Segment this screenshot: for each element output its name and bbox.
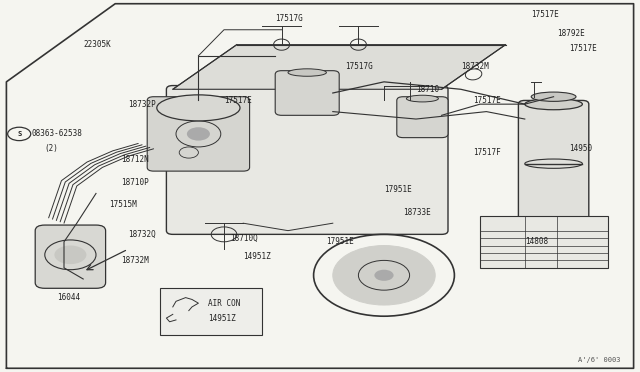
Ellipse shape	[406, 95, 438, 102]
Text: A'/6' 0003: A'/6' 0003	[579, 357, 621, 363]
Text: 14951Z: 14951Z	[208, 314, 236, 323]
Text: 18710Q: 18710Q	[230, 234, 258, 243]
Text: 14808: 14808	[525, 237, 548, 246]
Text: 14950: 14950	[570, 144, 593, 153]
Polygon shape	[173, 45, 506, 89]
Ellipse shape	[288, 69, 326, 76]
Text: 22305K: 22305K	[83, 40, 111, 49]
FancyBboxPatch shape	[275, 71, 339, 115]
Text: 18732Q: 18732Q	[128, 230, 156, 239]
Text: 18732M: 18732M	[122, 256, 149, 265]
FancyBboxPatch shape	[397, 97, 448, 138]
Text: 16044: 16044	[58, 293, 81, 302]
Text: 17951E: 17951E	[326, 237, 354, 246]
Text: 17517E: 17517E	[570, 44, 597, 53]
FancyBboxPatch shape	[480, 216, 608, 268]
Text: 08363-62538: 08363-62538	[32, 129, 83, 138]
Text: 17517G: 17517G	[346, 62, 373, 71]
Text: 18792E: 18792E	[557, 29, 584, 38]
Circle shape	[54, 246, 86, 264]
Text: AIR CON: AIR CON	[208, 299, 241, 308]
Text: 18733E: 18733E	[403, 208, 431, 217]
Text: 18712N: 18712N	[122, 155, 149, 164]
Text: 17515M: 17515M	[109, 200, 136, 209]
FancyBboxPatch shape	[147, 97, 250, 171]
FancyBboxPatch shape	[160, 288, 262, 335]
Text: 18732M: 18732M	[461, 62, 488, 71]
Text: 14951Z: 14951Z	[243, 252, 271, 261]
Ellipse shape	[531, 92, 576, 101]
Text: 18732P: 18732P	[128, 100, 156, 109]
Ellipse shape	[157, 95, 240, 121]
Text: 17517F: 17517F	[474, 148, 501, 157]
Text: S: S	[17, 131, 21, 137]
FancyBboxPatch shape	[518, 100, 589, 227]
Text: 17517E: 17517E	[531, 10, 559, 19]
Text: 17517E: 17517E	[474, 96, 501, 105]
FancyBboxPatch shape	[35, 225, 106, 288]
Ellipse shape	[525, 99, 582, 110]
Text: (2): (2)	[45, 144, 59, 153]
Text: 17517E: 17517E	[224, 96, 252, 105]
Text: 18710P: 18710P	[122, 178, 149, 187]
Text: 18710: 18710	[416, 85, 439, 94]
Circle shape	[333, 246, 435, 305]
Circle shape	[374, 270, 394, 281]
Text: 17517G: 17517G	[275, 14, 303, 23]
FancyBboxPatch shape	[166, 86, 448, 234]
Circle shape	[187, 127, 210, 141]
Text: 17951E: 17951E	[384, 185, 412, 194]
